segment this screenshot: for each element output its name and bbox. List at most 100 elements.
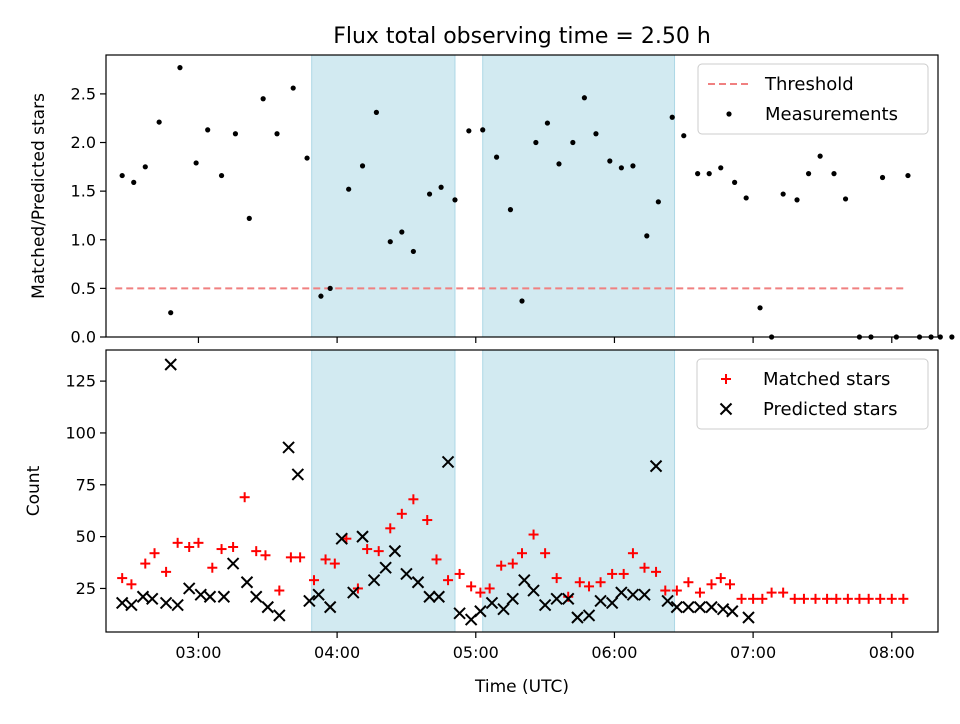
predicted-star-point-b [661,594,674,608]
measurement-point [780,191,786,197]
measurement-point [373,109,379,115]
y-tick-label: 2.0 [71,133,96,152]
matched-star-point [260,550,271,561]
matched-star-point [193,537,204,548]
matched-star-point [627,548,638,559]
shaded-window-2 [482,54,676,338]
top-legend: Threshold Measurements [697,63,929,135]
matched-star-point [309,575,319,586]
bottom-y-axis-label: Count [24,465,44,516]
measurement-point [805,171,812,177]
y-tick-label: 50 [76,527,96,546]
matched-star-point [239,492,250,503]
predicted-star-point [742,611,755,624]
predicted-star-point [506,592,519,606]
legend-predicted-marker-shape [719,402,733,416]
predicted-star-point-b [388,544,402,558]
predicted-star-point-b [335,532,348,545]
x-tick-label: 03:00 [175,643,221,662]
predicted-star-point-b [356,530,369,543]
predicted-star-point-b [474,605,487,618]
predicted-star-point-b [400,567,413,581]
matched-star-point [683,577,694,588]
measurement-point [507,207,514,213]
matched-star-point [295,552,306,563]
measurement-point [438,184,444,190]
predicted-star-point [171,598,184,612]
legend-threshold-label: Threshold [764,74,854,95]
predicted-star-point [550,592,563,606]
x-tick-label: 07:00 [730,643,776,662]
predicted-star-point [400,567,413,581]
measurement-point [493,154,500,160]
predicted-star-point [605,596,619,610]
predicted-star-point-b [582,609,596,622]
measurement-point [607,158,613,164]
matched-star-point [810,593,821,604]
matched-star-point [207,562,218,573]
measurement-point [119,172,125,179]
top-axes-frame [105,54,939,338]
measurement-point [794,197,800,203]
matched-star-point [408,494,419,505]
predicted-star-point-b [571,611,584,624]
predicted-star-point [347,586,360,599]
predicted-star-point-b [203,590,217,603]
y-tick-label: 1.5 [71,182,96,201]
predicted-star-point-b [115,596,129,610]
predicted-star-point [594,594,607,608]
measurement-point [177,65,183,71]
predicted-star-point [261,600,274,614]
matched-star-point [748,593,759,604]
predicted-star-point [136,590,150,603]
measurement-point [581,95,588,101]
matched-star-point [618,568,629,579]
bottom-shaded-windows [311,349,676,633]
measurement-point [570,139,576,146]
predicted-star-point [164,358,177,371]
matched-star-point [875,593,886,604]
matched-star-point [584,581,595,592]
predicted-star-point-b [171,598,184,612]
predicted-star-point [423,590,436,603]
predicted-star-point [432,590,446,603]
measurement-point [304,155,310,161]
predicted-star-point-b [125,598,138,612]
y-tick-label: 25 [76,579,96,598]
matched-star-point [789,593,800,604]
predicted-star-point [538,598,552,612]
x-tick-label: 06:00 [591,643,637,662]
predicted-star-point-b [182,582,196,595]
top-shaded-windows [311,54,676,338]
matched-star-point [149,548,160,559]
legend-matched-label: Matched stars [763,369,890,390]
legend-measurements-label: Measurements [765,104,898,125]
measurement-point [399,229,405,235]
measurement-point [410,248,416,255]
bottom-legend-box [696,358,929,430]
matched-star-point [507,558,518,569]
predicted-star-point [303,594,316,608]
matched-star-point [706,579,717,590]
measurement-point [156,119,162,125]
measurement-point [937,334,943,340]
predicted-star-point [203,590,217,603]
predicted-star-point-b [670,600,684,614]
predicted-star-point [115,596,129,610]
matched-star-point [574,577,585,588]
matched-star-point [842,593,853,604]
legend-matched-marker-shape [721,374,731,384]
matched-star-point [396,508,407,519]
bottom-x-axis-label: Time (UTC) [474,677,569,697]
measurement-point [387,239,393,245]
matched-star-point [660,585,671,596]
predicted-star-point [411,576,425,589]
predicted-star-point [716,602,730,616]
measurement-point [831,171,837,177]
measurement-point [359,163,366,169]
matched-star-point [822,593,833,604]
shaded-window-1 [311,349,456,633]
predicted-star-point-b [273,609,286,622]
measurement-point [274,131,280,137]
